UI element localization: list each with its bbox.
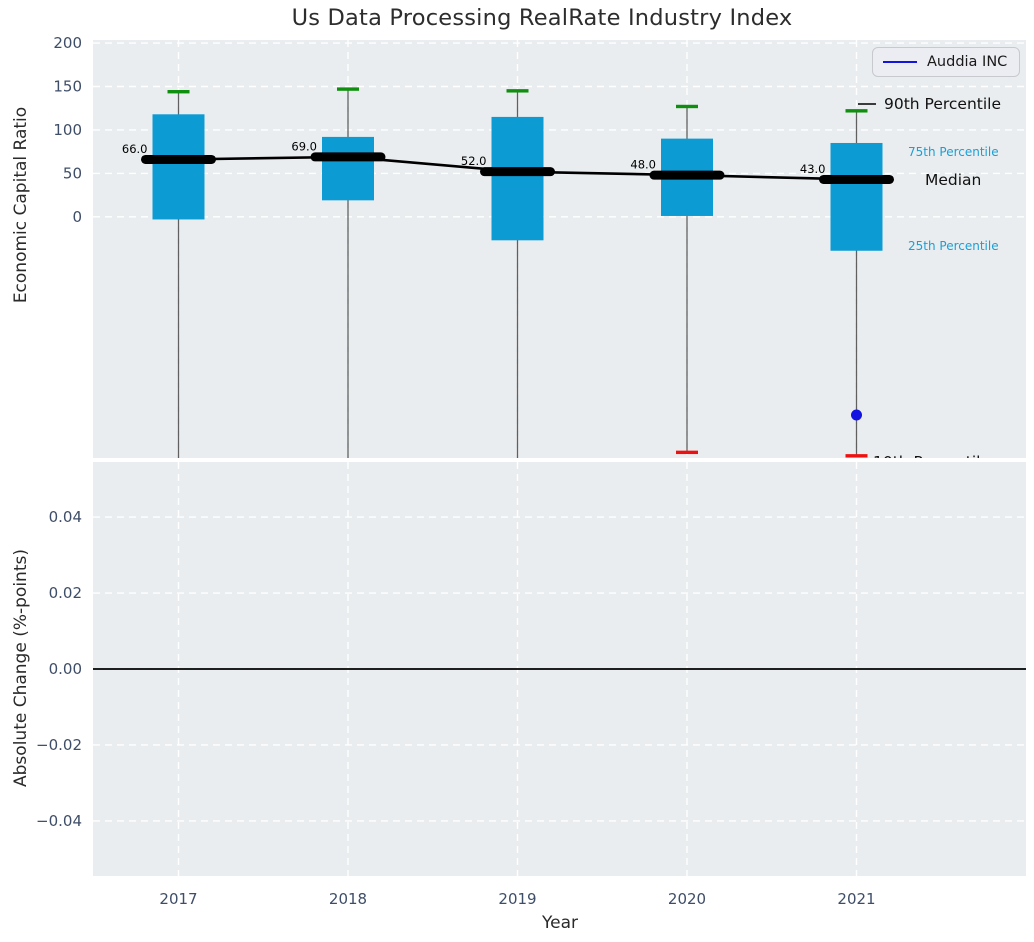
company-point	[851, 409, 862, 421]
p90-cap-2020	[676, 104, 698, 109]
x-tick-label-2019: 2019	[498, 890, 536, 908]
box-2017	[152, 114, 205, 220]
median-value-label-2020: 48.0	[630, 158, 656, 172]
y-axis-label-bottom: Absolute Change (%-points)	[11, 549, 31, 787]
box-2018	[322, 136, 374, 201]
x-tick-label-2020: 2020	[668, 890, 706, 908]
x-tick-label-2018: 2018	[329, 890, 367, 908]
annotation-75th-percentile: 75th Percentile	[908, 145, 999, 159]
box-2019	[491, 116, 544, 241]
median-bar-2017	[141, 154, 216, 164]
p10-cap-2021	[845, 454, 868, 458]
p90-cap-2021	[845, 109, 868, 113]
p90-cap-2017	[167, 90, 190, 94]
p90-cap-2019	[506, 89, 529, 93]
y-axis-label-top: Economic Capital Ratio	[11, 106, 31, 304]
y-tick-label: 50	[63, 164, 82, 182]
median-bar-2019	[480, 167, 555, 177]
y-tick-label: −0.04	[36, 812, 82, 830]
y-tick-label: 100	[53, 121, 82, 139]
annotation-10th-percentile: 10th Percentile	[873, 453, 990, 458]
p90-cap-2018	[337, 87, 359, 91]
median-bar-2018	[310, 152, 386, 162]
p10-cap-2020	[676, 450, 698, 455]
median-value-label-2018: 69.0	[291, 139, 317, 153]
legend: Auddia INC	[872, 47, 1020, 77]
y-tick-label: 200	[53, 34, 82, 52]
median-bar-2021	[819, 174, 894, 184]
y-tick-label: 0.02	[49, 584, 82, 602]
box-2021	[830, 142, 883, 251]
median-bar-2020	[649, 170, 725, 180]
x-tick-label-2021: 2021	[837, 890, 875, 908]
x-axis-label: Year	[541, 913, 578, 933]
box-plot: 66.0 69.0 52.0 48.0 43.0 200 150 100 50 0 90th Per…	[53, 34, 1026, 458]
x-tick-label-2017: 2017	[159, 890, 197, 908]
y-tick-label: 0.04	[49, 508, 82, 526]
change-plot: 0.04 0.02 0.00 −0.02 −0.04 2017 2018 2019 2020 20…	[36, 462, 1026, 933]
median-value-label-2019: 52.0	[461, 154, 487, 168]
median-value-label-2021: 43.0	[800, 162, 826, 176]
legend-line-swatch	[883, 61, 917, 63]
y-tick-label: 0	[72, 208, 82, 226]
median-value-label-2017: 66.0	[122, 142, 148, 156]
annotation-median: Median	[925, 171, 981, 189]
y-tick-label: −0.02	[36, 736, 82, 754]
annotation-25th-percentile: 25th Percentile	[908, 239, 999, 253]
annotation-90th-percentile: 90th Percentile	[884, 95, 1001, 113]
y-tick-label: 150	[53, 77, 82, 95]
chart-title: Us Data Processing RealRate Industry Ind…	[291, 5, 793, 31]
y-tick-label: 0.00	[49, 660, 82, 678]
legend-label: Auddia INC	[927, 54, 1008, 70]
